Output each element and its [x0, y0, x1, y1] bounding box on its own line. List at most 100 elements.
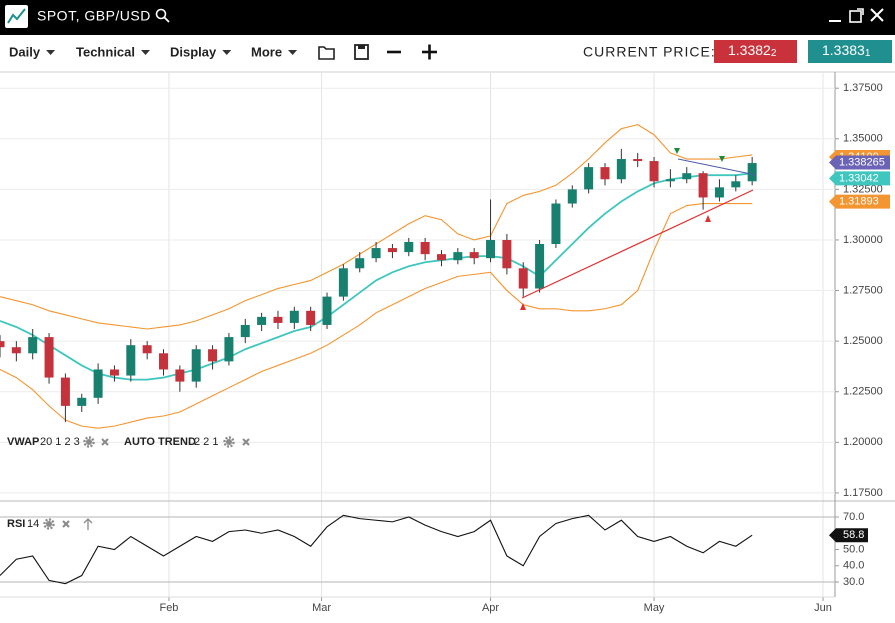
- candle-body: [649, 161, 659, 182]
- y-tick-label: 50.0: [843, 543, 864, 555]
- y-tick-label: 1.37500: [843, 82, 883, 94]
- candle-body: [436, 254, 446, 261]
- rsi-line: [0, 514, 753, 585]
- menu-caret[interactable]: [141, 50, 151, 55]
- candle-body: [518, 268, 528, 289]
- popout-button[interactable]: [849, 8, 864, 23]
- x-tick-label: Feb: [159, 602, 178, 614]
- candle-body: [731, 181, 741, 188]
- candle-body: [633, 159, 643, 162]
- support-line: [521, 189, 754, 299]
- candle-body: [665, 179, 675, 182]
- indicator-line: [0, 172, 753, 381]
- settings-icon[interactable]: [223, 436, 235, 448]
- x-stroke: [101, 438, 109, 446]
- candle-body: [535, 244, 545, 289]
- settings-icon[interactable]: [83, 436, 95, 448]
- arrow-head: [83, 518, 93, 524]
- header-title: SPOT, GBP/USD: [37, 8, 151, 24]
- indicator-line: [0, 202, 753, 429]
- search-icon[interactable]: [155, 8, 170, 23]
- candle-body: [142, 345, 152, 354]
- close-stroke: [870, 8, 884, 22]
- settings-icon[interactable]: [43, 518, 55, 530]
- logo: [5, 5, 28, 28]
- candle-body: [502, 239, 512, 269]
- remove-icon[interactable]: [62, 520, 70, 528]
- menu-caret[interactable]: [46, 50, 56, 55]
- indicator-line: [0, 124, 753, 330]
- rsi-tag: [829, 528, 868, 543]
- search-handle: [163, 16, 170, 23]
- candle-body: [714, 187, 724, 198]
- popout-box: [849, 10, 862, 23]
- gear-teeth: [43, 518, 55, 530]
- bid-main: 1.3382: [728, 42, 771, 58]
- resistance-line: [677, 158, 757, 176]
- menu-caret[interactable]: [222, 50, 232, 55]
- candle-body: [77, 397, 87, 406]
- candle-body: [453, 252, 463, 261]
- candle-body: [747, 163, 757, 182]
- y-tick-label: 70.0: [843, 511, 864, 523]
- price-tag-label: 1.33042: [839, 172, 879, 184]
- candle-body: [109, 369, 119, 376]
- low-marker: [705, 215, 711, 222]
- menu-daily[interactable]: Daily: [9, 44, 41, 59]
- y-tick-label: 1.17500: [843, 487, 883, 499]
- x-tick-label: Mar: [312, 602, 331, 614]
- candle-body: [175, 369, 185, 382]
- menu-more[interactable]: More: [251, 44, 282, 59]
- candle-body: [60, 377, 70, 406]
- indicator-params: 2 2 1: [194, 436, 218, 448]
- menu-caret[interactable]: [288, 50, 298, 55]
- candle-body: [616, 159, 626, 180]
- candle-body: [191, 349, 201, 382]
- y-tick-label: 1.32500: [843, 183, 883, 195]
- candle-body: [159, 353, 169, 370]
- y-tick-label: 40.0: [843, 560, 864, 572]
- indicator-name: RSI: [7, 518, 25, 530]
- indicator-name: AUTO TREND: [124, 436, 196, 448]
- gear-teeth: [83, 436, 95, 448]
- move-up-icon[interactable]: [83, 518, 93, 530]
- menu-display[interactable]: Display: [170, 44, 217, 59]
- close-button[interactable]: [870, 8, 884, 22]
- candle-body: [682, 173, 692, 180]
- high-marker: [674, 148, 680, 154]
- y-tick-label: 1.27500: [843, 284, 883, 296]
- candle-body: [698, 173, 708, 198]
- ask-box[interactable]: [808, 40, 892, 63]
- price-tag-label: 1.31893: [839, 196, 879, 208]
- y-tick-label: 1.30000: [843, 234, 883, 246]
- save-slot: [358, 45, 365, 49]
- x-stroke: [62, 520, 70, 528]
- candle-body: [126, 345, 136, 376]
- candle-body: [387, 248, 397, 253]
- chart-area: Feb Mar Apr May Jun 1.17500 1.20000 1.22500 1.25…: [0, 72, 895, 614]
- x-tick-label: May: [644, 602, 665, 614]
- candle-body: [322, 296, 332, 325]
- candle-body: [93, 369, 103, 398]
- remove-icon[interactable]: [101, 438, 109, 446]
- candle-body: [273, 316, 283, 323]
- low-marker: [520, 303, 526, 310]
- indicator-params: 20 1 2 3: [40, 436, 80, 448]
- candle-body: [551, 203, 561, 245]
- zoom-in-button[interactable]: [422, 44, 437, 60]
- candle-body: [486, 239, 496, 259]
- y-tick-label: 1.22500: [843, 386, 883, 398]
- remove-icon[interactable]: [242, 438, 250, 446]
- candle-body: [289, 310, 299, 323]
- y-tick-label: 30.0: [843, 576, 864, 588]
- candle-body: [208, 349, 218, 362]
- menu-technical[interactable]: Technical: [76, 44, 135, 59]
- bid-pip: 2: [771, 48, 777, 59]
- save-icon[interactable]: [354, 44, 369, 60]
- open-icon[interactable]: [318, 46, 335, 60]
- bid-box[interactable]: [714, 40, 797, 63]
- candle-body: [306, 310, 316, 325]
- popout-arrow: [857, 8, 864, 15]
- rsi-tag-label: 58.8: [843, 529, 864, 541]
